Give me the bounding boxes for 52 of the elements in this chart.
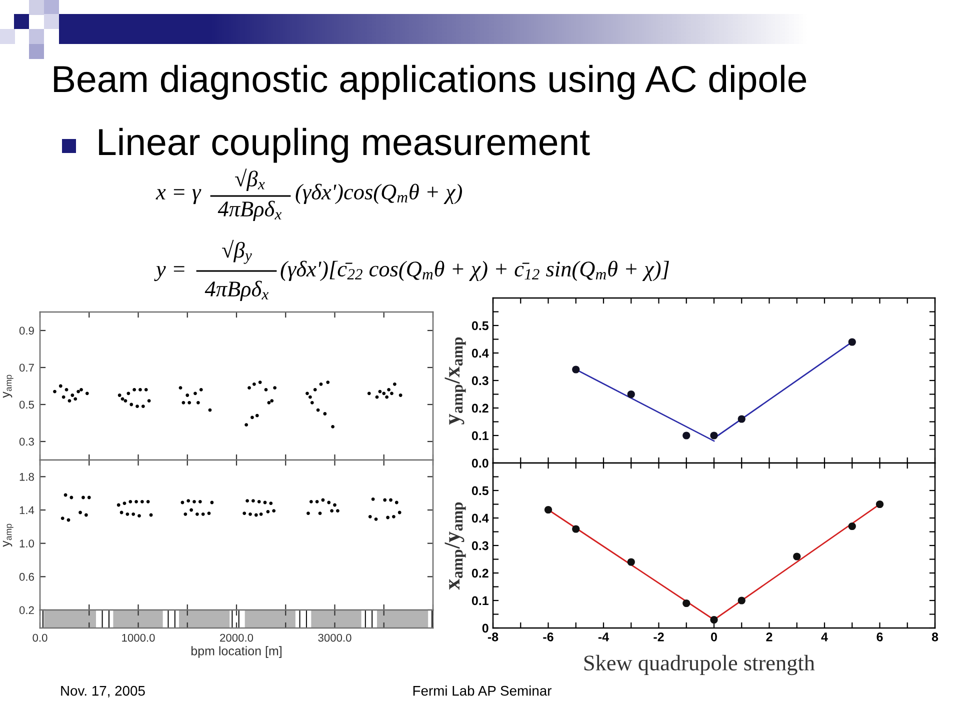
y-tick-label: 0.5 [472, 486, 488, 496]
x-tick-label: 8 [932, 632, 938, 642]
y-tick-label: 0.2 [19, 606, 34, 614]
text: Linear coupling measurement [99, 128, 590, 163]
x-tick-label: -4 [598, 632, 609, 642]
y-tick-label: 0.2 [472, 568, 488, 578]
text: 4πBρδ$_{x}$ [204, 280, 269, 302]
text: (γδx')[c̄$_{22}$ cos(Q$_{m}$θ + χ) + c̄$_{12}$ sin(Q$_{m}$θ + χ)] [280, 260, 669, 282]
text: √β$_{x}$ [235, 168, 265, 191]
y-axis-title: y$_{amp}$/x$_{amp}$ [444, 337, 466, 425]
y-axis-title: y$_{amp}$ [2, 374, 14, 398]
text: y = [154, 266, 184, 282]
text: 4πBρδ$_{x}$ [218, 200, 282, 222]
y-tick-label: 0.4 [472, 514, 489, 523]
x-tick-label: 6 [876, 632, 883, 642]
y-axis-title: x$_{amp}$/y$_{amp}$ [444, 502, 466, 590]
y-tick-label: 0.5 [19, 400, 34, 409]
text: (γδx')cos(Q$_{m}$θ + χ) [296, 184, 462, 204]
x-tick-label: 4 [821, 632, 828, 642]
x-tick-label: -6 [543, 632, 554, 642]
y-tick-label: 1.4 [20, 506, 34, 514]
y-tick-label: 0.9 [19, 326, 34, 335]
y-tick-label: 0.3 [19, 438, 34, 446]
text: Fermi Lab AP Seminar [413, 686, 552, 696]
text: Nov. 17, 2005 [61, 686, 145, 698]
text: Beam diagnostic applications using AC dipole [54, 64, 806, 100]
x-tick-label: 2000.0 [220, 634, 254, 642]
y-tick-label: 0.2 [472, 404, 488, 413]
y-tick-label: 1.0 [20, 540, 34, 548]
y-tick-label: 0.6 [19, 572, 34, 581]
x-tick-label: 1000.0 [122, 634, 155, 642]
x-tick-label: 0.0 [32, 634, 48, 642]
y-tick-label: 0.3 [472, 376, 488, 386]
y-axis-title: y$_{amp}$ [2, 524, 14, 547]
x-tick-label: -2 [654, 632, 664, 642]
x-tick-label: 3000.0 [318, 634, 352, 642]
x-tick-label: -8 [488, 632, 498, 642]
y-tick-label: 0.7 [19, 364, 34, 372]
y-tick-label: 0.1 [472, 596, 488, 606]
y-tick-label: 0.3 [472, 541, 488, 550]
x-axis-title: bpm location [m] [191, 646, 282, 658]
y-tick-label: 0.5 [472, 321, 488, 330]
x-tick-label: 2 [766, 632, 772, 642]
y-tick-label: 1.8 [20, 472, 34, 481]
text: x = γ [156, 189, 202, 204]
text: √β$_{y}$ [222, 240, 252, 264]
x-axis-title: Skew quadrupole strength [584, 654, 815, 676]
y-tick-label: 0.0 [472, 458, 488, 468]
x-tick-label: 0 [711, 632, 717, 642]
y-tick-label: 0.4 [472, 348, 489, 358]
y-tick-label: 0.1 [472, 431, 488, 440]
y-tick-label: 0 [482, 624, 488, 633]
